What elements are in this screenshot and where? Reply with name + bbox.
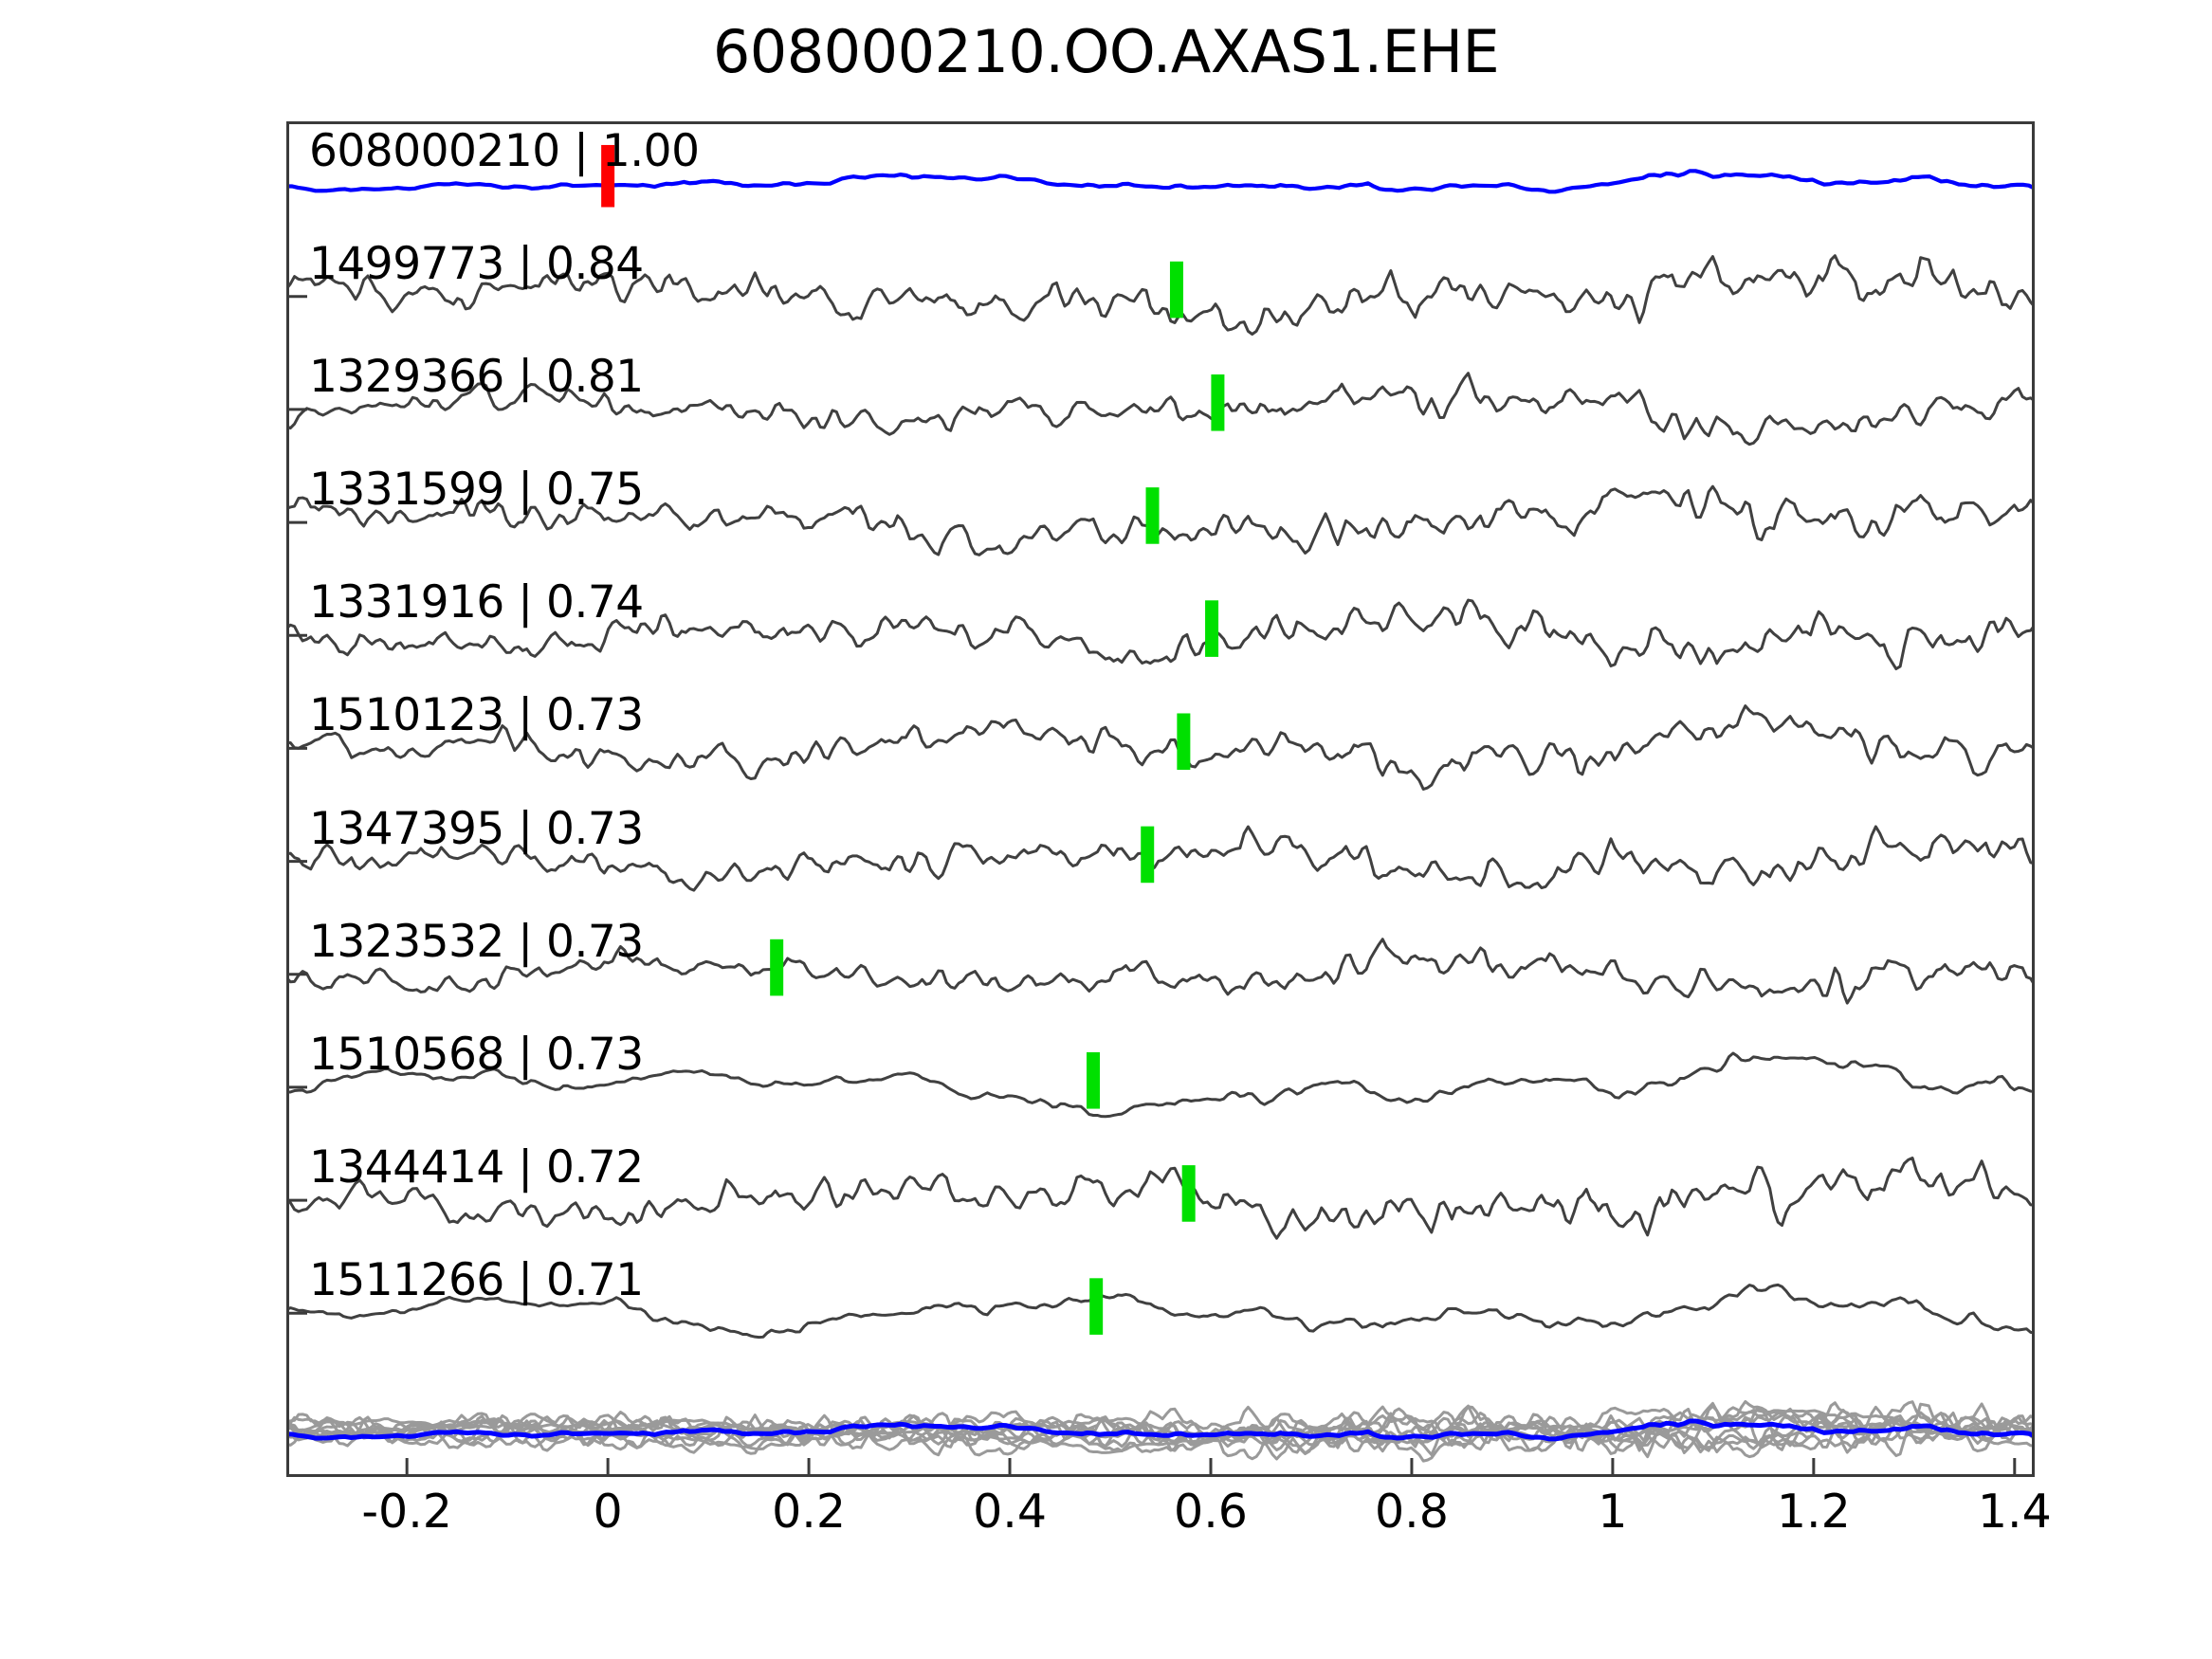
overlay-template-trace — [286, 1418, 2035, 1442]
x-tick-label: 0.8 — [1374, 1485, 1449, 1539]
match-pick-marker — [1141, 826, 1155, 884]
waveform-line — [286, 825, 2035, 892]
waveform-line — [286, 704, 2035, 791]
waveform-line — [286, 598, 2035, 671]
trace-row-1331599 — [286, 484, 2035, 556]
trace-label-1323532: 1323532 | 0.73 — [309, 915, 644, 968]
plot-axes: 608000210 | 1.00 1499773 | 0.84 1329366 | … — [286, 121, 2035, 1477]
x-tick-label: 0.2 — [772, 1485, 847, 1539]
trace-label-1510123: 1510123 | 0.73 — [309, 689, 644, 742]
trace-row-1331916 — [286, 598, 2035, 671]
waveform-line — [286, 254, 2035, 336]
x-tick-label: -0.2 — [361, 1485, 452, 1539]
trace-row-1344414 — [286, 1157, 2035, 1240]
match-pick-marker — [1089, 1278, 1104, 1335]
trace-row-1510123 — [286, 704, 2035, 791]
x-tick-label: 0 — [593, 1485, 623, 1539]
trace-label-1511266: 1511266 | 0.71 — [309, 1254, 644, 1307]
match-pick-marker — [1087, 1051, 1100, 1109]
trace-label-608000210: 608000210 | 1.00 — [309, 124, 700, 177]
match-pick-marker — [1211, 374, 1225, 431]
x-tick-label: 1.4 — [1977, 1485, 2052, 1539]
waveform-line — [286, 938, 2035, 1005]
trace-row-1347395 — [286, 825, 2035, 892]
x-tick-label: 0.4 — [973, 1485, 1047, 1539]
trace-label-1331599: 1331599 | 0.75 — [309, 464, 644, 517]
trace-label-1329366: 1329366 | 0.81 — [309, 350, 644, 403]
waveform-line — [286, 1283, 2035, 1340]
waveform-line — [286, 1157, 2035, 1240]
trace-label-1510568: 1510568 | 0.73 — [309, 1028, 644, 1081]
trace-label-1499773: 1499773 | 0.84 — [309, 237, 644, 290]
waveform-line — [286, 169, 2035, 194]
match-pick-marker — [1205, 600, 1219, 657]
trace-row-1510568 — [286, 1051, 2035, 1119]
template-pick-marker — [601, 144, 615, 208]
match-pick-marker — [770, 939, 784, 996]
match-pick-marker — [1145, 487, 1160, 544]
x-tick-label: 1 — [1598, 1485, 1628, 1539]
match-pick-marker — [1169, 261, 1183, 319]
trace-label-1331916: 1331916 | 0.74 — [309, 576, 644, 629]
trace-row-608000210 — [286, 144, 2035, 208]
page-title: 608000210.OO.AXAS1.EHE — [712, 17, 1500, 86]
x-tick-label: 1.2 — [1776, 1485, 1851, 1539]
x-axis-tick-labels: -0.2 0 0.2 0.4 0.6 0.8 1 1.2 1.4 — [286, 1485, 2051, 1560]
trace-row-1329366 — [286, 372, 2035, 447]
waveform-line — [286, 1051, 2035, 1119]
waveform-line — [286, 484, 2035, 556]
trace-row-1511266 — [286, 1278, 2035, 1340]
traces-canvas — [286, 144, 2035, 1477]
waveform-line — [286, 372, 2035, 447]
trace-label-1347395: 1347395 | 0.73 — [309, 802, 644, 855]
match-pick-marker — [1181, 1165, 1196, 1222]
trace-label-1344414: 1344414 | 0.72 — [309, 1141, 644, 1194]
overlay-gray-trace — [286, 1410, 2035, 1451]
trace-row-1499773 — [286, 254, 2035, 336]
x-tick-label: 0.6 — [1174, 1485, 1248, 1539]
match-pick-marker — [1177, 713, 1191, 771]
overlay-stack-panel — [286, 1399, 2035, 1463]
trace-row-1323532 — [286, 938, 2035, 1005]
